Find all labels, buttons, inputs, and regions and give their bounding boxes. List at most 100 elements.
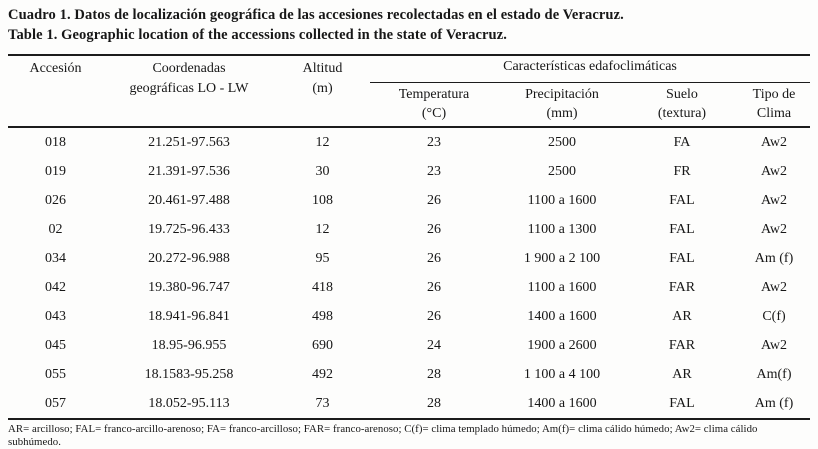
table-cell: 1900 a 2600 [527,337,597,353]
table-cell: Aw2 [761,192,787,208]
table-row: 034 20.272-96.988 95 26 1 900 a 2 100 FAL Am (… [8,244,810,273]
table-cell: Am(f) [756,366,792,382]
column-header-precipitation: Precipitación (mm) [498,82,626,128]
table-cell: 1 100 a 4 100 [523,366,601,382]
column-header-altitude-line1: Altitud [302,61,343,76]
header-row-sub: Temperatura (°C) Precipitación (mm) Suel… [8,82,810,128]
table-cell: 26 [427,192,441,208]
table-cell: 24 [427,337,441,353]
table-footnote: AR= arcilloso; FAL= franco-arcillo-areno… [8,423,758,448]
column-header-coordinates: Coordenadas geográficas LO - LW [103,55,275,128]
table-cell: 21.251-97.563 [148,134,230,150]
column-header-temperature-line1: Temperatura [398,87,470,102]
table-cell: 042 [45,279,66,295]
table-caption-spanish: Cuadro 1. Datos de localización geográfi… [8,7,624,23]
column-header-precipitation-line1: Precipitación [525,87,599,102]
table-cell: FAL [669,192,695,208]
table-cell: 26 [427,308,441,324]
table-cell: Aw2 [761,163,787,179]
table-cell: Am (f) [754,250,794,266]
table-cell: 019 [45,163,66,179]
table-cell: 23 [427,163,441,179]
table-cell: 18.052-95.113 [103,389,275,420]
table-cell: FAR [668,337,696,353]
column-header-precipitation-line2: (mm) [546,106,578,121]
table-cell: 498 [312,308,333,324]
table-cell: 28 [427,366,441,382]
column-header-soil-line1: Suelo [666,87,698,102]
table-row: 057 18.052-95.113 73 28 1400 a 1600 FAL Am (f) [8,389,810,420]
table-cell: C(f) [762,308,786,324]
table-cell: 1100 a 1600 [527,192,597,208]
column-header-accession-line1: Accesión [29,61,82,76]
column-header-soil: Suelo (textura) [626,82,738,128]
table-cell: 18.1583-95.258 [144,366,234,382]
table-row: 045 18.95-96.955 690 24 1900 a 2600 FAR Aw2 [8,331,810,360]
table-cell: AR [672,308,692,324]
table-row: 055 18.1583-95.258 492 28 1 100 a 4 100 AR Am(… [8,360,810,389]
table-cell: 19.725-96.433 [148,221,230,237]
column-header-accession: Accesión [8,55,103,128]
table-header: Accesión Coordenadas geográficas LO - LW… [8,55,810,128]
table-cell: 690 [312,337,333,353]
table-cell: 19.380-96.747 [148,279,230,295]
header-row-top: Accesión Coordenadas geográficas LO - LW… [8,55,810,128]
table-cell: 02 [48,221,63,237]
table-cell: 034 [45,250,66,266]
table-cell: 21.391-97.536 [148,163,230,179]
table-row: 018 21.251-97.563 12 23 2500 FA Aw2 [8,127,810,157]
table-cell: 26 [427,221,441,237]
column-header-soil-line2: (textura) [657,106,707,121]
table-cell: 28 [370,389,498,420]
column-header-temperature: Temperatura (°C) [370,82,498,128]
table-cell: 2500 [548,163,576,179]
table-cell: 2500 [548,134,576,150]
table-cell: 1400 a 1600 [498,389,626,420]
table-cell: Aw2 [761,279,787,295]
table-cell: 18.95-96.955 [151,337,227,353]
table-cell: 418 [312,279,333,295]
table-cell: 26 [427,250,441,266]
table-cell: Aw2 [761,337,787,353]
column-header-climate-type: Tipo de Clima [738,82,810,128]
table-cell: Am (f) [738,389,810,420]
table-cell: 108 [312,192,333,208]
table-cell: 045 [45,337,66,353]
table-cell: 23 [427,134,441,150]
table-row: 02 19.725-96.433 12 26 1100 a 1300 FAL Aw2 [8,215,810,244]
table-cell: 026 [45,192,66,208]
table-cell: FAL [669,221,695,237]
table-cell: 73 [275,389,370,420]
table-cell: 1 900 a 2 100 [523,250,601,266]
table-cell: 18.941-96.841 [148,308,230,324]
table-body: 018 21.251-97.563 12 23 2500 FA Aw2 019 21.391-9… [8,127,810,420]
table-cell: FAL [626,389,738,420]
accessions-table: Accesión Coordenadas geográficas LO - LW… [8,54,810,420]
column-header-climate-type-line1: Tipo de [752,87,796,102]
table-cell: 30 [315,163,330,179]
column-header-climate-type-line2: Clima [756,106,792,121]
table-cell: FAL [669,250,695,266]
table-cell: 057 [8,389,103,420]
table-cell: 055 [45,366,66,382]
column-header-coordinates-line2: geográficas LO - LW [129,81,249,96]
table-cell: 95 [315,250,330,266]
table-cell: 1100 a 1600 [527,279,597,295]
table-cell: FAR [668,279,696,295]
table-cell: 018 [45,134,66,150]
table-cell: 20.461-97.488 [148,192,230,208]
column-header-altitude: Altitud (m) [275,55,370,128]
table-caption: Cuadro 1. Datos de localización geográfi… [8,5,810,45]
group-header-edaphoclimatic: Características edafoclimáticas [370,55,810,83]
table-cell: AR [672,366,692,382]
column-header-coordinates-line1: Coordenadas [152,61,226,76]
table-cell: 1400 a 1600 [527,308,597,324]
table-cell: 043 [45,308,66,324]
table-cell: 26 [427,279,441,295]
table-cell: Aw2 [761,221,787,237]
table-row: 019 21.391-97.536 30 23 2500 FR Aw2 [8,157,810,186]
table-cell: FR [673,163,691,179]
table-cell: 12 [315,134,330,150]
table-row: 043 18.941-96.841 498 26 1400 a 1600 AR C(f) [8,302,810,331]
table-caption-english: Table 1. Geographic location of the acce… [8,27,507,43]
